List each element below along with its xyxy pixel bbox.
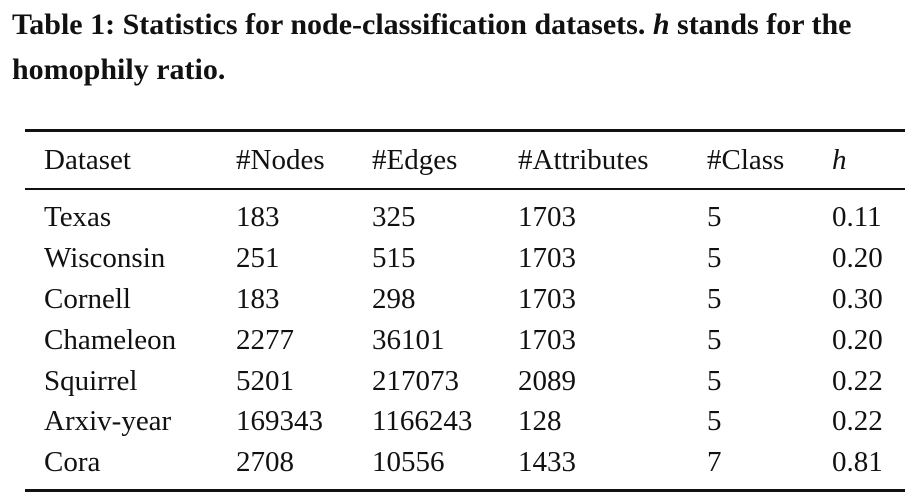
cell-nodes: 5201 bbox=[236, 365, 294, 397]
caption-symbol: h bbox=[652, 8, 670, 41]
cell-edges: 515 bbox=[372, 242, 416, 274]
cell-dataset: Arxiv-year bbox=[44, 405, 172, 437]
cell-class: 5 bbox=[707, 201, 722, 233]
cell-edges: 10556 bbox=[372, 446, 445, 478]
cell-homophily: 0.30 bbox=[832, 283, 883, 315]
cell-dataset: Squirrel bbox=[44, 365, 138, 397]
header-nodes: #Nodes bbox=[236, 144, 325, 176]
table-bottom-rule bbox=[25, 489, 905, 492]
cell-attributes: 1703 bbox=[518, 324, 576, 356]
cell-homophily: 0.22 bbox=[832, 405, 883, 437]
cell-dataset: Texas bbox=[44, 201, 112, 233]
header-homophily: h bbox=[832, 144, 847, 176]
cell-class: 5 bbox=[707, 242, 722, 274]
cell-nodes: 2708 bbox=[236, 446, 294, 478]
cell-dataset: Cornell bbox=[44, 283, 131, 315]
header-edges: #Edges bbox=[372, 144, 458, 176]
cell-class: 5 bbox=[707, 324, 722, 356]
cell-edges: 325 bbox=[372, 201, 416, 233]
cell-class: 5 bbox=[707, 283, 722, 315]
cell-homophily: 0.20 bbox=[832, 242, 883, 274]
cell-edges: 1166243 bbox=[372, 405, 473, 437]
cell-class: 7 bbox=[707, 446, 722, 478]
header-dataset: Dataset bbox=[44, 144, 131, 176]
header-class: #Class bbox=[707, 144, 785, 176]
cell-nodes: 251 bbox=[236, 242, 280, 274]
caption-prefix: Table 1: Statistics for node-classificat… bbox=[12, 8, 653, 41]
cell-nodes: 183 bbox=[236, 201, 280, 233]
table-caption: Table 1: Statistics for node-classificat… bbox=[12, 2, 917, 92]
cell-edges: 36101 bbox=[372, 324, 445, 356]
cell-class: 5 bbox=[707, 365, 722, 397]
cell-homophily: 0.22 bbox=[832, 365, 883, 397]
cell-attributes: 1703 bbox=[518, 242, 576, 274]
table-header-rule bbox=[25, 188, 905, 190]
cell-nodes: 169343 bbox=[236, 405, 323, 437]
cell-class: 5 bbox=[707, 405, 722, 437]
header-attributes: #Attributes bbox=[518, 144, 649, 176]
cell-edges: 298 bbox=[372, 283, 416, 315]
cell-attributes: 1703 bbox=[518, 201, 576, 233]
table-top-rule bbox=[25, 129, 905, 132]
cell-nodes: 2277 bbox=[236, 324, 294, 356]
cell-edges: 217073 bbox=[372, 365, 459, 397]
caption-suffix: stands for the homophily ratio. bbox=[12, 8, 852, 86]
cell-homophily: 0.81 bbox=[832, 446, 883, 478]
cell-attributes: 2089 bbox=[518, 365, 576, 397]
cell-homophily: 0.20 bbox=[832, 324, 883, 356]
cell-homophily: 0.11 bbox=[832, 201, 882, 233]
cell-dataset: Cora bbox=[44, 446, 101, 478]
cell-dataset: Chameleon bbox=[44, 324, 177, 356]
cell-dataset: Wisconsin bbox=[44, 242, 166, 274]
cell-attributes: 128 bbox=[518, 405, 562, 437]
cell-attributes: 1703 bbox=[518, 283, 576, 315]
cell-attributes: 1433 bbox=[518, 446, 576, 478]
cell-nodes: 183 bbox=[236, 283, 280, 315]
